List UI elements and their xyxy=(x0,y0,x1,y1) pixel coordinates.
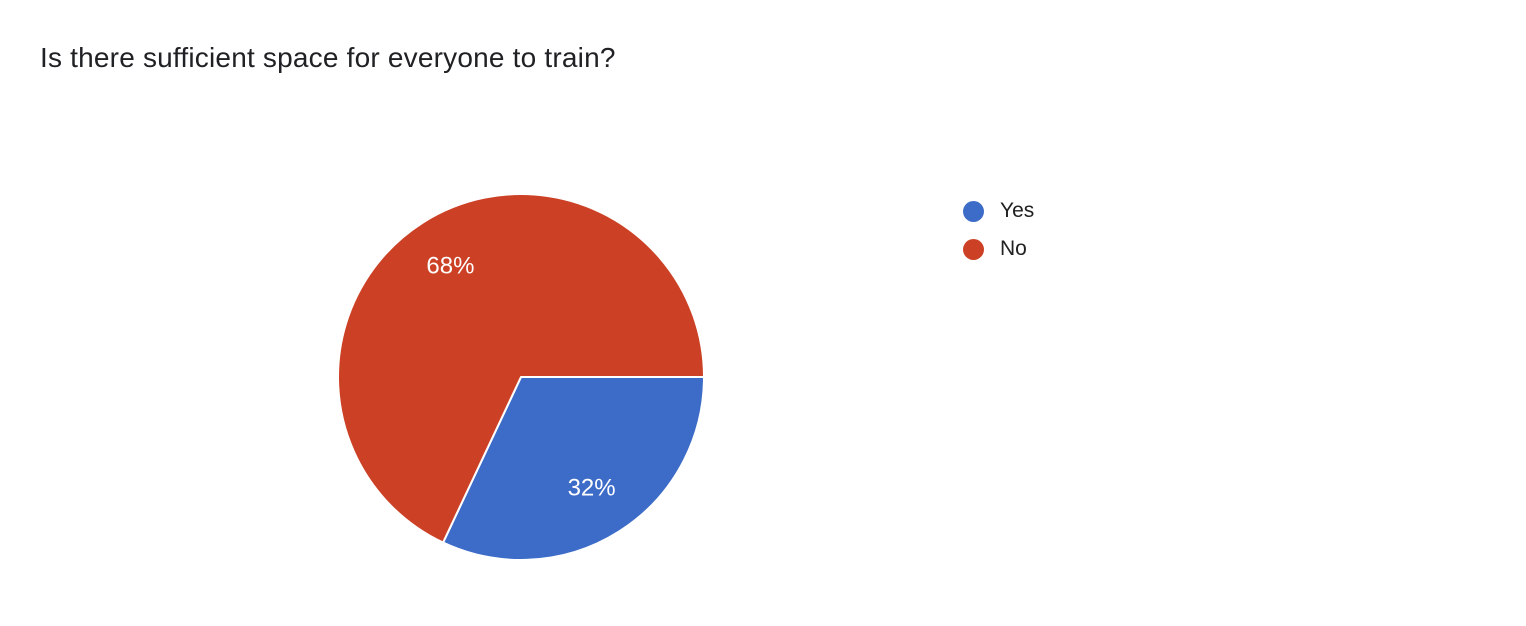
pie-chart: 32% 68% xyxy=(337,193,705,561)
legend-item-no: No xyxy=(963,237,1034,261)
pie-slice-no[interactable] xyxy=(337,193,705,544)
pie-slice-label-no: 68% xyxy=(426,252,474,279)
legend-label-yes: Yes xyxy=(1000,199,1035,222)
legend-item-yes: Yes xyxy=(963,199,1034,223)
legend-swatch-no-icon xyxy=(963,238,984,260)
question-title: Is there sufficient space for everyone t… xyxy=(40,42,616,73)
chart-legend: Yes No xyxy=(963,199,1034,261)
pie-slice-label-yes: 32% xyxy=(568,475,616,502)
legend-swatch-yes-icon xyxy=(963,200,984,222)
legend-label-no: No xyxy=(1000,237,1027,260)
pie-slice-yes[interactable] xyxy=(442,376,705,561)
